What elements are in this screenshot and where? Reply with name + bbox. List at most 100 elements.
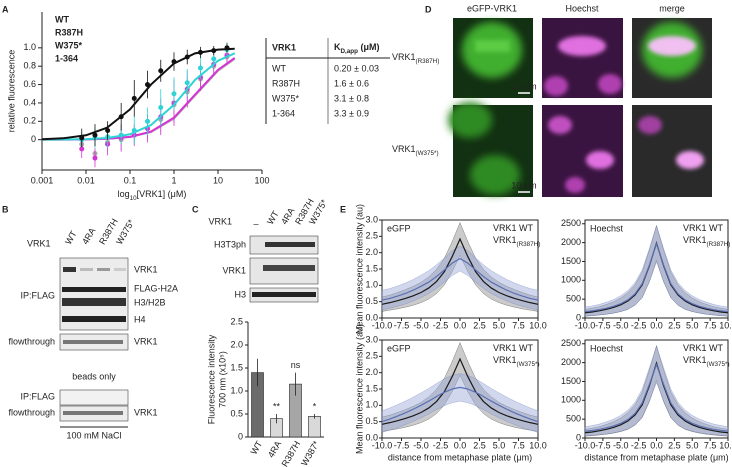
- beads-title: beads only: [72, 371, 116, 381]
- legend-entry-part: VRK1: [493, 235, 517, 245]
- x-tick-label: -5.0: [613, 320, 629, 330]
- legend-entry: VRK1 WT: [493, 343, 534, 353]
- legend-entry-part: VRK1: [683, 235, 707, 245]
- data-point: [79, 135, 85, 141]
- panel-label: D: [425, 4, 432, 14]
- data-point: [145, 118, 151, 124]
- y-tick-label: 1500: [561, 376, 581, 386]
- y-tick-label: 0.8: [23, 61, 36, 71]
- x-tick-label: 7.5: [512, 440, 525, 450]
- x-tick-label: -10.0: [575, 440, 596, 450]
- x-tick-label: 10.0: [529, 440, 547, 450]
- table-cell: WT: [272, 63, 286, 73]
- chart-title: eGFP: [387, 343, 411, 353]
- x-tick-label: 100: [254, 175, 269, 185]
- table-cell: 3.3 ± 0.9: [334, 108, 369, 118]
- x-tick-label: -2.5: [631, 320, 647, 330]
- x-tick-label: WT: [249, 439, 265, 457]
- data-point: [92, 132, 98, 138]
- y-tick-label: 500: [566, 294, 581, 304]
- y-tick-label: 1.0: [23, 42, 36, 52]
- legend-entry-part: VRK1: [683, 355, 707, 365]
- table-cell: 1-364: [272, 108, 295, 118]
- x-tick-label: 0.0: [454, 440, 467, 450]
- panel-label: A: [2, 4, 9, 14]
- legend-entry: VRK1(R387H): [493, 235, 540, 248]
- y-axis-label: Fluorescence intensity: [206, 334, 216, 424]
- error-band: [584, 345, 729, 437]
- row-label: VRK1(W375*): [392, 144, 439, 157]
- x-axis-label-part: log: [118, 189, 130, 199]
- kd-table-frame: [265, 38, 390, 124]
- y-tick-label: 0.5: [365, 296, 378, 306]
- data-point: [184, 80, 190, 86]
- x-tick-label: W387*: [299, 439, 321, 467]
- legend-entry-part: VRK1 WT: [683, 223, 724, 233]
- y-tick-label: 1500: [561, 256, 581, 266]
- y-tick-label: 1.0: [365, 400, 378, 410]
- legend-entry: VRK1(R387H): [683, 235, 730, 248]
- x-axis-label: distance from metaphase plate (μm): [584, 452, 728, 462]
- y-tick-label: 1.5: [365, 383, 378, 393]
- lane-label: WT: [265, 209, 281, 227]
- data-point: [145, 82, 151, 88]
- legend-entry: WT: [55, 14, 69, 24]
- salt-label: 100 mM NaCl: [66, 430, 121, 440]
- x-tick-label: 0.001: [31, 175, 54, 185]
- error-band: [381, 373, 539, 433]
- data-point: [197, 49, 203, 55]
- error-band: [381, 221, 539, 312]
- chart-title: Hoechst: [590, 223, 624, 233]
- y-tick-label: 2.0: [230, 339, 243, 349]
- significance: *: [313, 401, 317, 411]
- mean-line: [381, 257, 539, 301]
- row-label-part: (W375*): [416, 150, 439, 157]
- legend-entry-part: VRK1 WT: [493, 343, 534, 353]
- protein-label: VRK1: [208, 216, 232, 226]
- table-cell: W375*: [272, 93, 300, 103]
- data-point: [131, 95, 137, 101]
- legend-entry: 1-364: [55, 53, 78, 63]
- x-tick-label: 2.5: [668, 320, 681, 330]
- y-tick-label: 2.5: [365, 231, 378, 241]
- x-tick-label: 7.5: [704, 320, 717, 330]
- blots-b: [59, 257, 129, 428]
- x-axis-label-part: 10: [130, 195, 138, 202]
- table-header-part: (μM): [358, 42, 380, 52]
- data-point: [118, 114, 124, 120]
- x-tick-label: -5.0: [413, 320, 429, 330]
- x-tick-label: 5.0: [493, 320, 506, 330]
- ip-label: IP:FLAG: [20, 391, 55, 401]
- table-header-part: K: [334, 42, 341, 52]
- panel-label: C: [192, 204, 199, 214]
- y-tick-label: 0.5: [230, 408, 243, 418]
- x-tick-label: -5.0: [613, 440, 629, 450]
- protein-label: VRK1: [27, 238, 51, 248]
- band-label: H4: [134, 314, 146, 324]
- y-tick-label: 2000: [561, 237, 581, 247]
- mean-line: [584, 241, 729, 313]
- lane-label: WT: [63, 229, 79, 247]
- y-tick-label: 1000: [561, 395, 581, 405]
- x-tick-label: 0.0: [454, 320, 467, 330]
- y-tick-label: 0.0: [365, 312, 378, 322]
- x-tick-label: 0.0: [650, 320, 663, 330]
- y-tick-label: 0.2: [23, 116, 36, 126]
- blot-label: VRK1: [222, 265, 246, 275]
- y-axis-label: Mean fluorescence intensity (au): [354, 204, 364, 334]
- table-cell: R387H: [272, 78, 300, 88]
- ip-label: IP:FLAG: [20, 290, 55, 300]
- x-tick-label: 10.0: [529, 320, 547, 330]
- error-band: [584, 224, 729, 317]
- panel-label: B: [2, 204, 9, 214]
- x-axis-label: log10[VRK1] (μM): [118, 189, 187, 202]
- flowthrough-label: flowthrough: [8, 407, 55, 417]
- x-tick-label: 0.01: [77, 175, 95, 185]
- x-tick-label: 0.1: [124, 175, 137, 185]
- y-tick-label: 0.4: [23, 97, 36, 107]
- x-tick-label: -7.5: [394, 320, 410, 330]
- x-tick-label: -7.5: [394, 440, 410, 450]
- fit-curve: [41, 52, 236, 141]
- y-tick-label: 2.0: [365, 367, 378, 377]
